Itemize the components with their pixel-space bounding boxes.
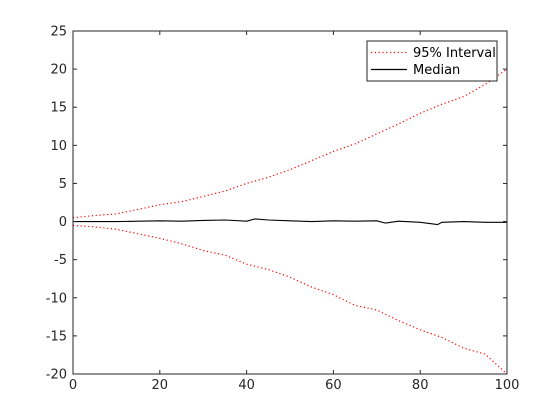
plot-area — [73, 31, 507, 374]
x-tick-label: 0 — [69, 378, 77, 393]
legend-label: Median — [413, 63, 460, 78]
y-tick-label: 15 — [50, 101, 67, 116]
series-layer — [72, 68, 508, 375]
x-tick-label: 20 — [152, 378, 169, 393]
y-tick-label: 5 — [59, 177, 67, 192]
y-tick-label: -15 — [46, 329, 67, 344]
legend-box — [366, 40, 498, 82]
y-tick-label: -5 — [54, 253, 67, 268]
plot-background — [73, 31, 507, 374]
y-tick-label: -20 — [46, 368, 67, 383]
axes: 0 20 40 60 80 100 -20 -15 -10 -5 0 5 10 15 20 25 — [46, 25, 520, 394]
y-tick-label: 25 — [50, 25, 67, 40]
x-tick-label: 80 — [412, 378, 429, 393]
series-line-interval-upper — [72, 68, 508, 219]
series-line-interval-lower — [72, 224, 508, 375]
y-tick-label: 0 — [59, 215, 67, 230]
x-tick-label: 40 — [238, 378, 255, 393]
series-line-median — [73, 218, 507, 226]
x-tick-label: 100 — [495, 378, 520, 393]
legend: 95% Interval Median — [366, 40, 498, 82]
x-tick-label: 60 — [325, 378, 342, 393]
y-tick-label: 20 — [50, 63, 67, 78]
y-tick-label: 10 — [50, 139, 67, 154]
y-tick-label: -10 — [46, 291, 67, 306]
axes-box — [72, 30, 508, 375]
legend-label: 95% Interval — [413, 46, 496, 61]
